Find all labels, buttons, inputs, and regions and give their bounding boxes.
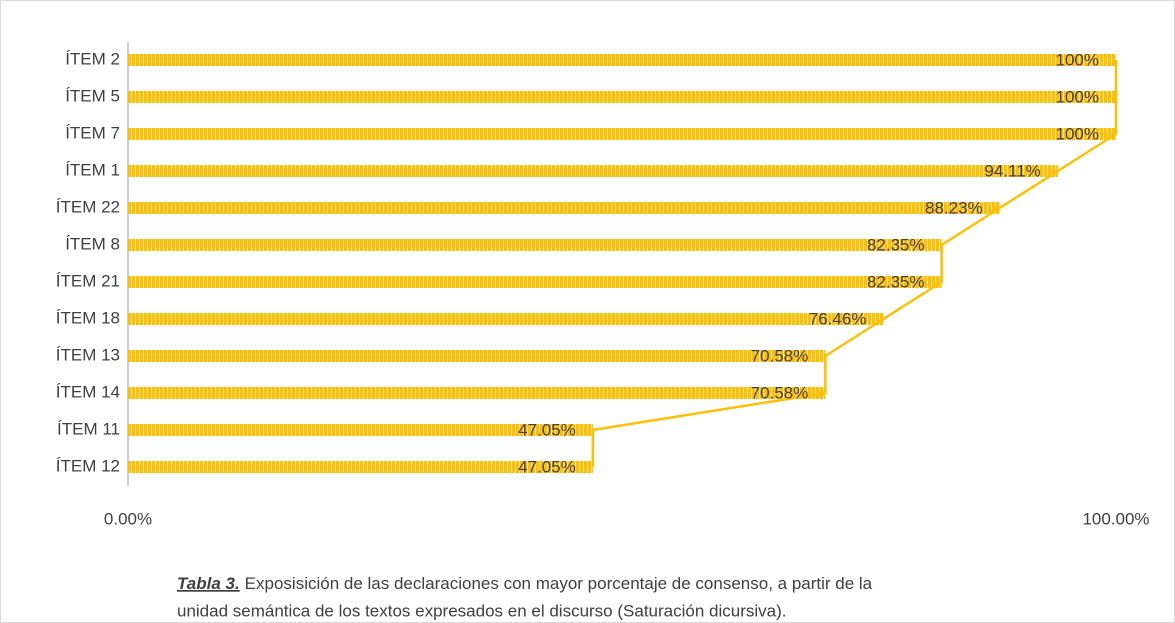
bar (128, 461, 593, 473)
data-label: 47.05% (518, 457, 576, 476)
bar (128, 239, 942, 251)
y-tick-label: ÍTEM 11 (57, 419, 120, 438)
caption-line: unidad semántica de los textos expresado… (177, 601, 787, 620)
bar (128, 424, 593, 436)
caption: Tabla 3. Exposisición de las declaracione… (177, 574, 873, 593)
y-tick-label: ÍTEM 12 (56, 456, 120, 475)
data-label: 82.35% (867, 272, 925, 291)
data-label: 88.23% (925, 198, 983, 217)
y-tick-label: ÍTEM 21 (56, 271, 120, 290)
y-tick-label: ÍTEM 14 (56, 382, 120, 401)
caption-label: Tabla 3. (177, 574, 240, 593)
bar (128, 165, 1058, 177)
bar (128, 54, 1116, 66)
bar (128, 276, 942, 288)
y-tick-label: ÍTEM 8 (65, 234, 120, 253)
data-label: 100% (1056, 124, 1099, 143)
data-label: 82.35% (867, 235, 925, 254)
y-tick-label: ÍTEM 13 (56, 345, 120, 364)
data-label: 47.05% (518, 420, 576, 439)
caption-line: Exposisición de las declaraciones con ma… (245, 574, 873, 593)
y-tick-label: ÍTEM 18 (56, 308, 120, 327)
x-tick-label: 100.00% (1082, 509, 1149, 528)
data-label: 70.58% (751, 346, 809, 365)
y-tick-label: ÍTEM 2 (65, 49, 120, 68)
y-tick-label: ÍTEM 5 (65, 86, 120, 105)
y-tick-label: ÍTEM 7 (65, 123, 120, 142)
x-tick-label: 0.00% (104, 509, 152, 528)
data-label: 94.11% (984, 161, 1040, 180)
bar (128, 202, 1000, 214)
bar (128, 91, 1116, 103)
data-label: 76.46% (809, 309, 867, 328)
y-tick-label: ÍTEM 1 (65, 160, 120, 179)
data-label: 100% (1056, 87, 1099, 106)
data-label: 70.58% (751, 383, 809, 402)
y-tick-label: ÍTEM 22 (56, 197, 120, 216)
bar (128, 387, 826, 399)
data-label: 100% (1056, 50, 1099, 69)
bar (128, 313, 884, 325)
trend-line (591, 60, 1118, 467)
bar (128, 128, 1116, 140)
bar (128, 350, 826, 362)
